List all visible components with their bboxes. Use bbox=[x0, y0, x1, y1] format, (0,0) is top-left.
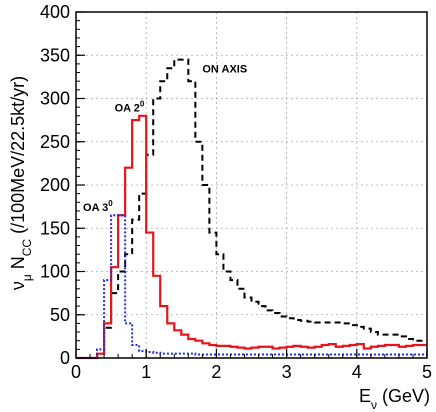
y-axis-title: νμ NCC (/100MeV/22.5kt/yr) bbox=[8, 76, 34, 290]
x-axis-title: Eν (GeV) bbox=[359, 386, 430, 412]
y-axis-title-sub2: CC bbox=[20, 239, 34, 257]
annotation-text: ON AXIS bbox=[202, 64, 247, 76]
x-tick-label: 1 bbox=[141, 362, 151, 382]
x-tick-label: 2 bbox=[211, 362, 221, 382]
y-tick-label: 350 bbox=[40, 45, 70, 65]
y-axis-title-base: ν bbox=[8, 281, 28, 290]
x-tick-label: 3 bbox=[282, 362, 292, 382]
gridlines bbox=[76, 12, 427, 358]
x-axis-title-sub: ν bbox=[371, 398, 377, 412]
y-axis-title-tail: (/100MeV/22.5kt/yr) bbox=[8, 76, 28, 239]
y-axis-title-sub1: μ bbox=[20, 274, 34, 281]
axis-ticks bbox=[75, 11, 428, 359]
x-tick-label: 5 bbox=[422, 362, 432, 382]
series-line-oa-2 bbox=[76, 114, 427, 360]
series-annotation: ON AXIS bbox=[202, 64, 247, 76]
annotation-text: OA 3 bbox=[83, 202, 108, 214]
x-tick-label: 4 bbox=[352, 362, 362, 382]
series-layer bbox=[76, 58, 427, 360]
y-tick-label: 50 bbox=[50, 305, 70, 325]
y-tick-label: 0 bbox=[60, 348, 70, 368]
series-annotation: OA 30 bbox=[83, 199, 113, 214]
y-tick-label: 150 bbox=[40, 218, 70, 238]
x-tick-label: 0 bbox=[71, 362, 81, 382]
annotation-superscript: 0 bbox=[108, 199, 113, 208]
series-line-on-axis bbox=[76, 58, 427, 359]
series-annotation: OA 20 bbox=[115, 99, 145, 114]
series-line-oa-3 bbox=[76, 214, 427, 359]
x-axis-title-base: E bbox=[359, 386, 371, 406]
y-tick-label: 200 bbox=[40, 175, 70, 195]
y-tick-label: 300 bbox=[40, 89, 70, 109]
y-tick-label: 100 bbox=[40, 262, 70, 282]
x-axis-title-tail: (GeV) bbox=[377, 386, 430, 406]
annotation-text: OA 2 bbox=[115, 102, 140, 114]
y-tick-label: 400 bbox=[40, 2, 70, 22]
y-tick-label: 250 bbox=[40, 132, 70, 152]
y-axis-title-mid: N bbox=[8, 256, 28, 274]
annotation-superscript: 0 bbox=[140, 99, 145, 108]
